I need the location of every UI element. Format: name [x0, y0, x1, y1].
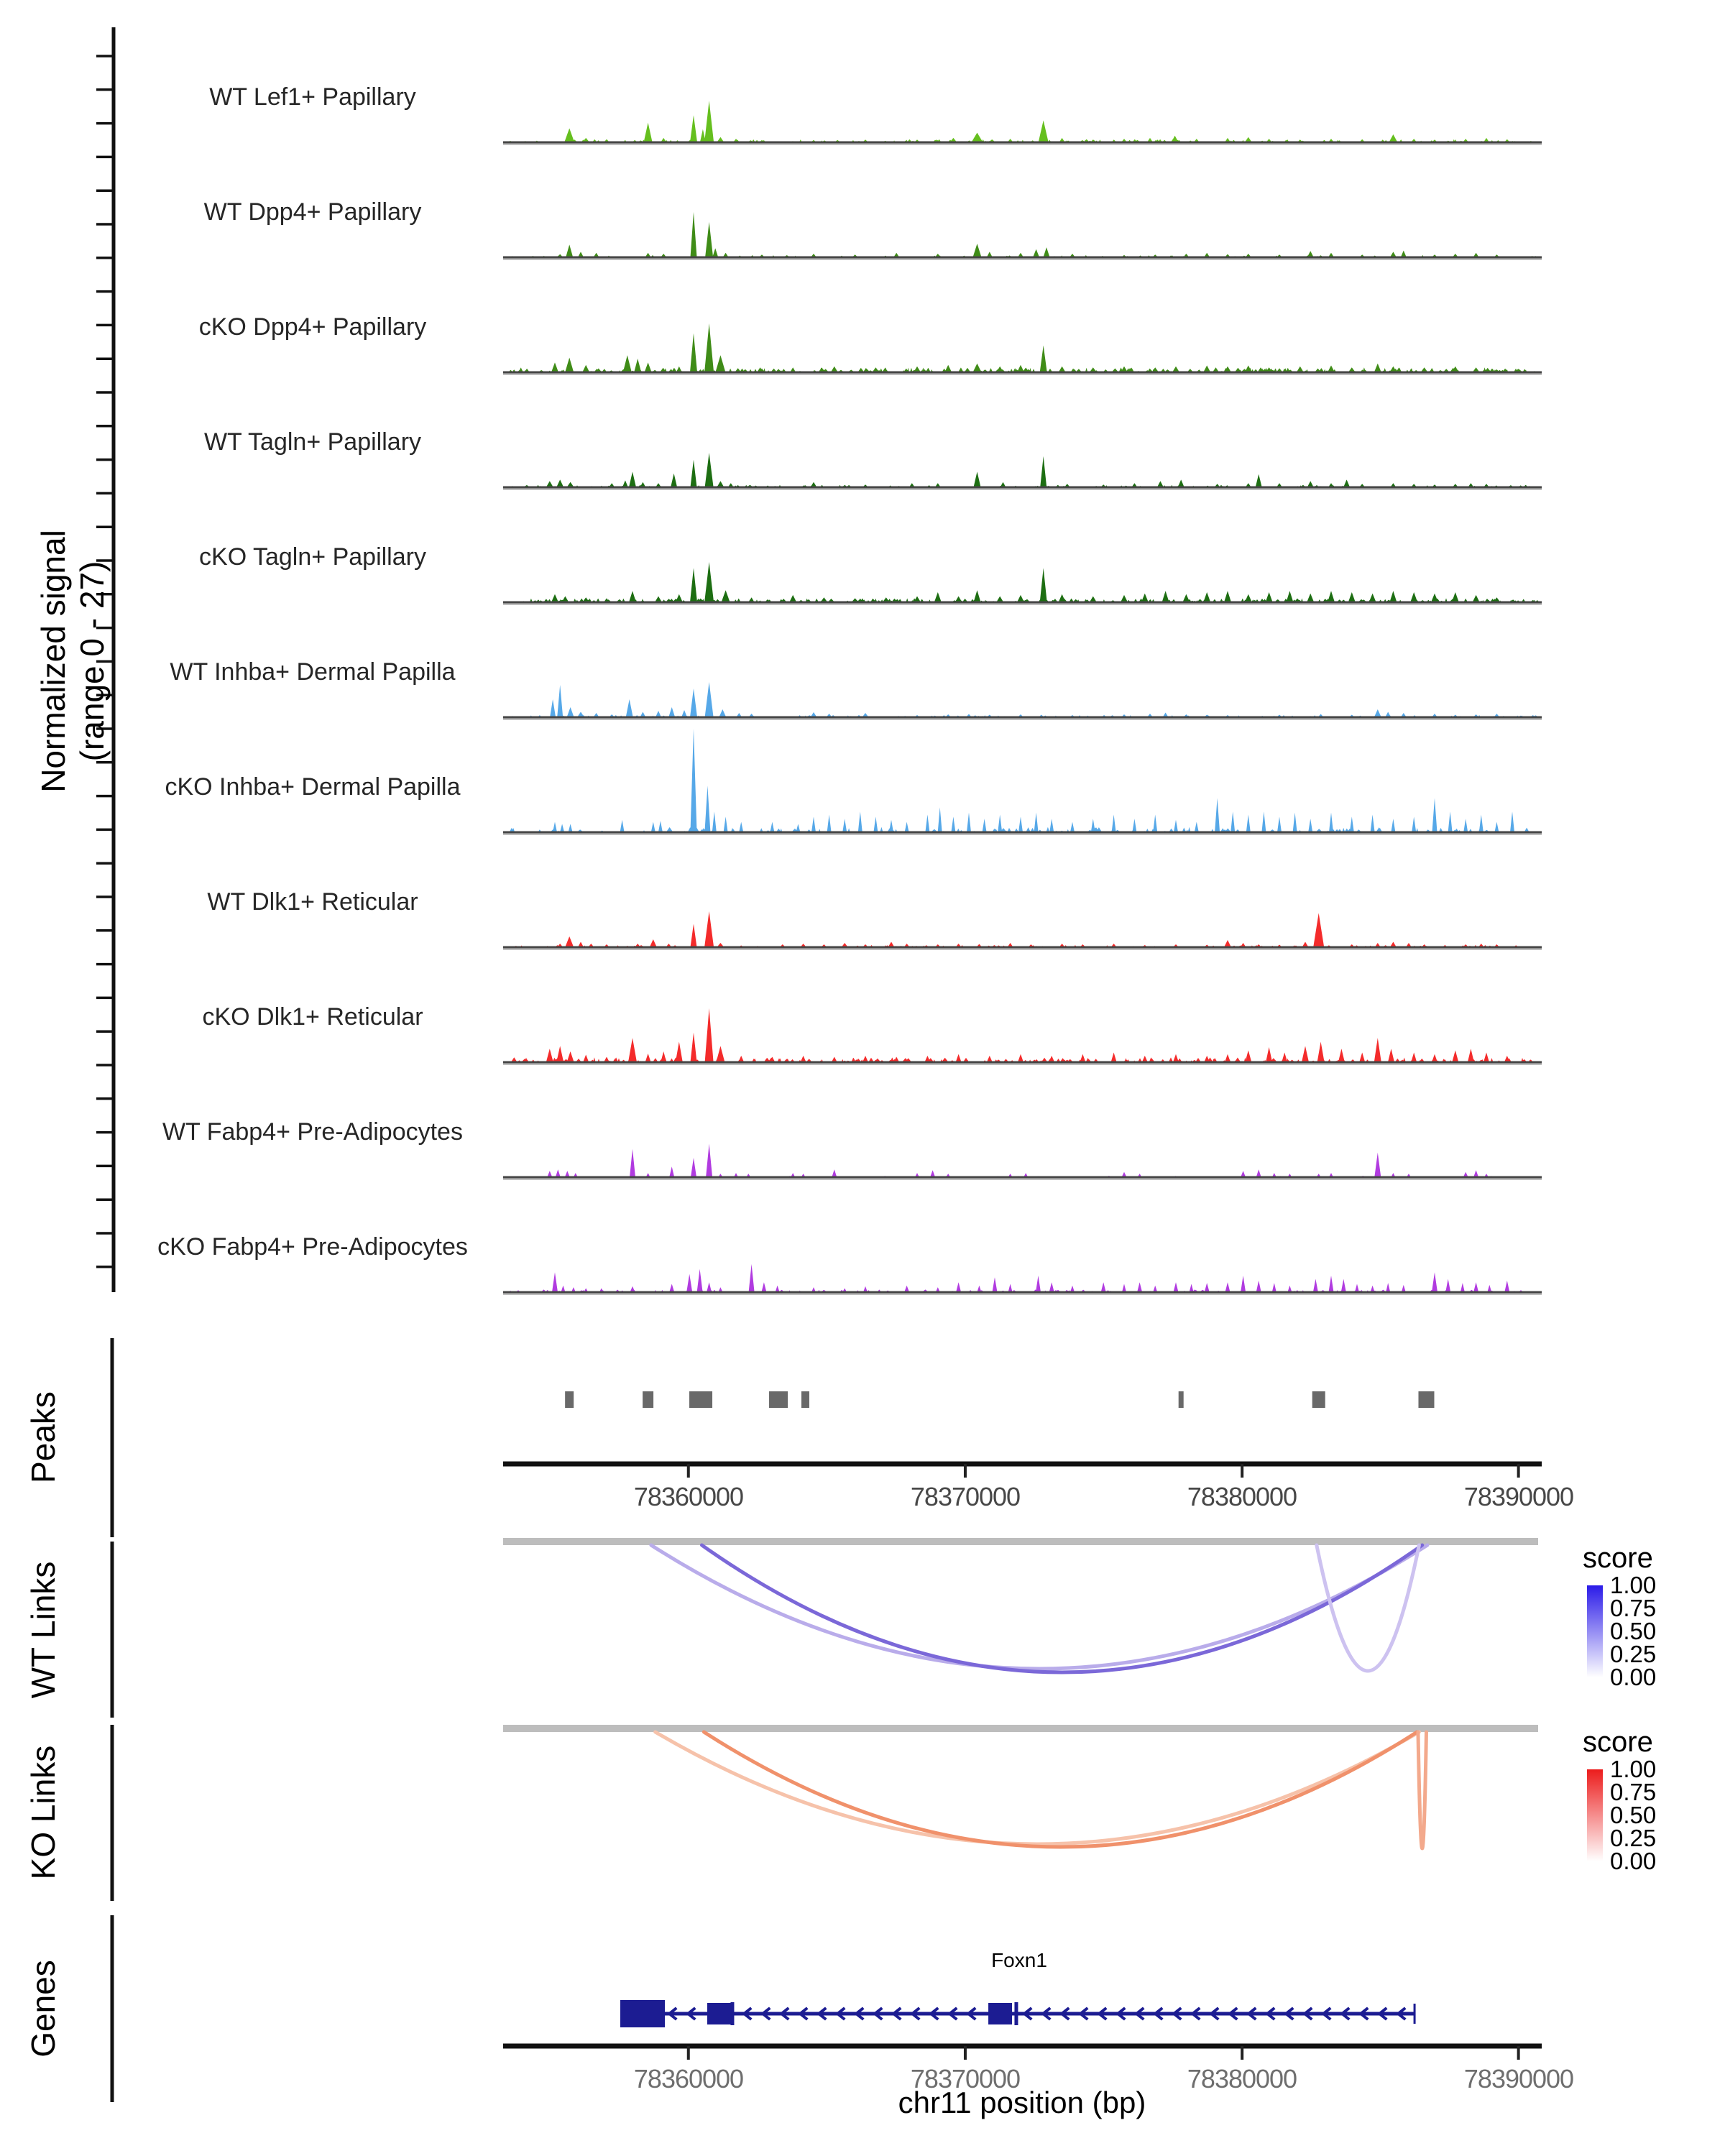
track-label-cko-dlk1: cKO Dlk1+ Reticular	[202, 1003, 423, 1031]
y-axis-label-line2: (range 0 - 27)	[73, 561, 111, 762]
section-label-ko-links: KO Links	[24, 1745, 62, 1880]
ko-legend-tick-000: 0.00	[1610, 1848, 1657, 1874]
top-tick-78390000: 78390000	[1463, 1482, 1574, 1511]
bottom-tick-78360000: 78360000	[633, 2064, 744, 2093]
track-label-cko-fabp4: cKO Fabp4+ Pre-Adipocytes	[157, 1233, 468, 1261]
wt-legend-tick-050: 0.50	[1610, 1618, 1657, 1644]
wt-score-legend-title: score	[1583, 1542, 1653, 1574]
ko-legend-tick-100: 1.00	[1610, 1756, 1657, 1782]
bottom-tick-78390000: 78390000	[1463, 2064, 1574, 2093]
top-tick-78370000: 78370000	[910, 1482, 1021, 1511]
bottom-tick-78380000: 78380000	[1187, 2064, 1297, 2093]
top-tick-78380000: 78380000	[1187, 1482, 1297, 1511]
x-axis-title: chr11 position (bp)	[898, 2086, 1146, 2119]
ko-legend-tick-050: 0.50	[1610, 1802, 1657, 1828]
section-label-wt-links: WT Links	[24, 1561, 62, 1699]
track-label-cko-tagln: cKO Tagln+ Papillary	[199, 543, 426, 571]
section-label-peaks: Peaks	[24, 1391, 62, 1483]
ko-score-gradient-bar	[1587, 1769, 1603, 1861]
y-axis-label-line1: Normalized signal	[34, 530, 72, 793]
gene-name-label: Foxn1	[991, 1949, 1047, 1971]
track-label-wt-dpp4: WT Dpp4+ Papillary	[203, 198, 422, 226]
track-label-wt-inhba: WT Inhba+ Dermal Papilla	[170, 658, 456, 686]
wt-legend-tick-075: 0.75	[1610, 1595, 1657, 1621]
track-label-cko-dpp4: cKO Dpp4+ Papillary	[198, 313, 427, 341]
ko-legend-tick-075: 0.75	[1610, 1779, 1657, 1805]
wt-score-gradient-bar	[1587, 1585, 1603, 1677]
track-label-wt-tagln: WT Tagln+ Papillary	[203, 428, 422, 456]
bottom-tick-78370000: 78370000	[910, 2064, 1021, 2093]
track-label-wt-fabp4: WT Fabp4+ Pre-Adipocytes	[162, 1118, 463, 1146]
ko-score-legend-title: score	[1583, 1726, 1653, 1758]
track-label-cko-inhba: cKO Inhba+ Dermal Papilla	[165, 773, 461, 801]
ko-legend-tick-025: 0.25	[1610, 1825, 1657, 1851]
track-label-wt-dlk1: WT Dlk1+ Reticular	[207, 888, 418, 916]
section-label-genes: Genes	[24, 1960, 62, 2058]
wt-legend-tick-025: 0.25	[1610, 1641, 1657, 1667]
top-tick-78360000: 78360000	[633, 1482, 744, 1511]
track-label-wt-lef1: WT Lef1+ Papillary	[209, 83, 416, 111]
wt-legend-tick-000: 0.00	[1610, 1664, 1657, 1690]
wt-legend-tick-100: 1.00	[1610, 1572, 1657, 1598]
